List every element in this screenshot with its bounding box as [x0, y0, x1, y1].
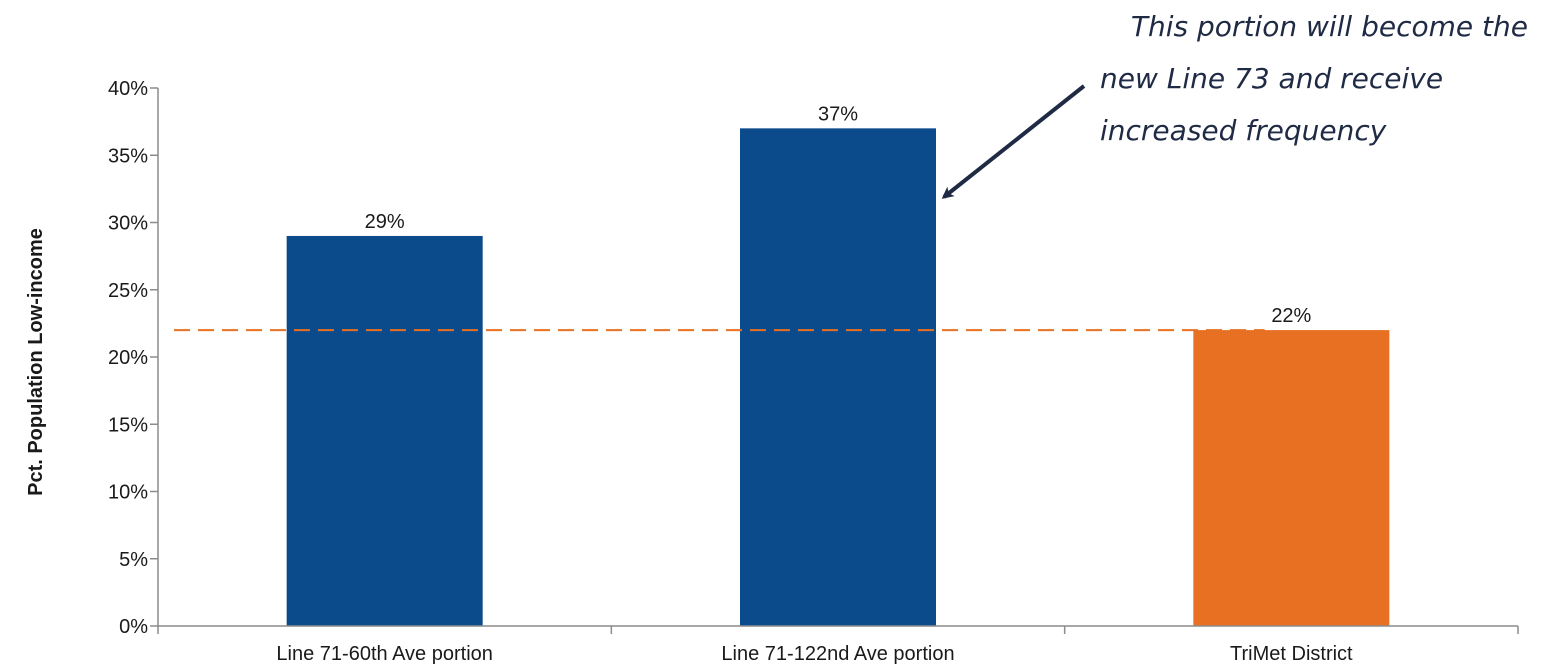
data-label: 22% — [1271, 305, 1311, 327]
y-tick-label: 20% — [108, 347, 148, 369]
y-tick-label: 40% — [108, 78, 148, 100]
y-tick-label: 15% — [108, 414, 148, 436]
y-tick-label: 30% — [108, 213, 148, 235]
y-axis-label: Pct. Population Low-income — [25, 228, 47, 496]
annotation-line-3: increased frequency — [1100, 114, 1387, 147]
bar — [740, 128, 936, 626]
data-label: 29% — [365, 211, 405, 233]
annotation-line-2: new Line 73 and receive — [1100, 62, 1443, 95]
annotation-group: This portion will become the new Line 73… — [941, 10, 1528, 199]
y-tick-label: 0% — [119, 616, 148, 638]
annotation-arrow — [941, 84, 1086, 199]
bar — [1193, 330, 1390, 626]
category-label: Line 71-60th Ave portion — [276, 643, 492, 665]
data-label: 37% — [818, 103, 858, 125]
category-label: TriMet District — [1230, 643, 1353, 665]
y-ticks-group: 0% 5% 10% 15% 20% 25% 30% 35% 40% — [108, 78, 158, 638]
y-tick-label: 35% — [108, 145, 148, 167]
x-labels-group: Line 71-60th Ave portion Line 71-122nd Av… — [276, 643, 1353, 665]
bar — [286, 235, 483, 626]
y-tick-label: 5% — [119, 549, 148, 571]
annotation-line-1: This portion will become the — [1131, 10, 1528, 43]
data-labels-group: 29% 37% 22% — [365, 103, 1312, 327]
bars-group — [286, 128, 1390, 626]
category-label: Line 71-122nd Ave portion — [721, 643, 954, 665]
y-tick-label: 10% — [108, 482, 148, 504]
y-tick-label: 25% — [108, 280, 148, 302]
